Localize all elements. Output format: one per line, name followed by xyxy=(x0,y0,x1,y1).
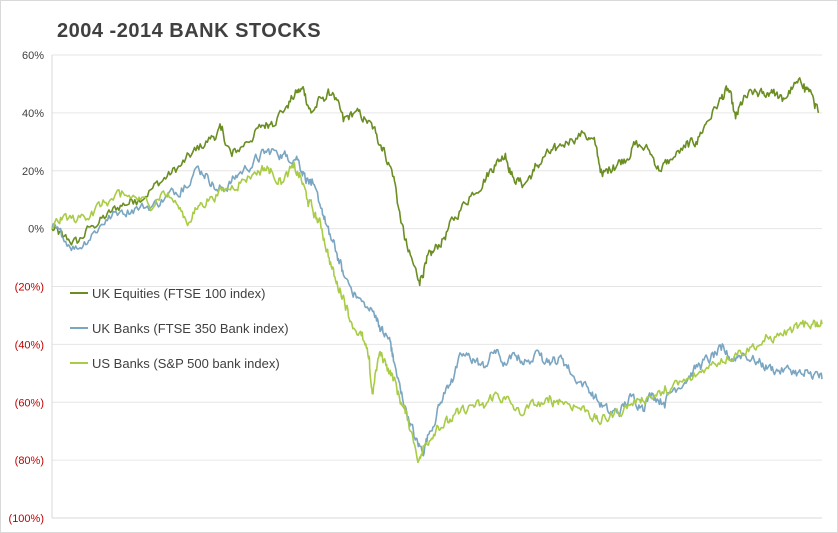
y-axis: 60% 40% 20% 0% (20%) (40%) (60%) (80%) (100%) xyxy=(9,50,822,525)
y-tick-label: (60%) xyxy=(15,397,44,409)
series-line-1 xyxy=(51,148,823,457)
legend-label-0: UK Equities (FTSE 100 index) xyxy=(92,286,265,301)
series-line-2 xyxy=(51,161,823,464)
y-tick-label: 0% xyxy=(28,224,44,236)
legend-label-2: US Banks (S&P 500 bank index) xyxy=(92,356,280,371)
y-tick-label: 20% xyxy=(22,166,44,178)
y-tick-label: (100%) xyxy=(9,513,44,525)
y-tick-label: 40% xyxy=(22,108,44,120)
series-layer xyxy=(51,77,823,464)
legend-label-1: UK Banks (FTSE 350 Bank index) xyxy=(92,321,289,336)
y-tick-label: 60% xyxy=(22,50,44,62)
series-line-0 xyxy=(51,77,820,287)
chart-title: 2004 -2014 BANK STOCKS xyxy=(57,20,322,42)
y-tick-label: (20%) xyxy=(15,282,44,294)
y-tick-label: (40%) xyxy=(15,339,44,351)
y-tick-label: (80%) xyxy=(15,455,44,467)
grid-lines xyxy=(52,54,822,519)
legend: UK Equities (FTSE 100 index) UK Banks (FT… xyxy=(70,286,289,371)
